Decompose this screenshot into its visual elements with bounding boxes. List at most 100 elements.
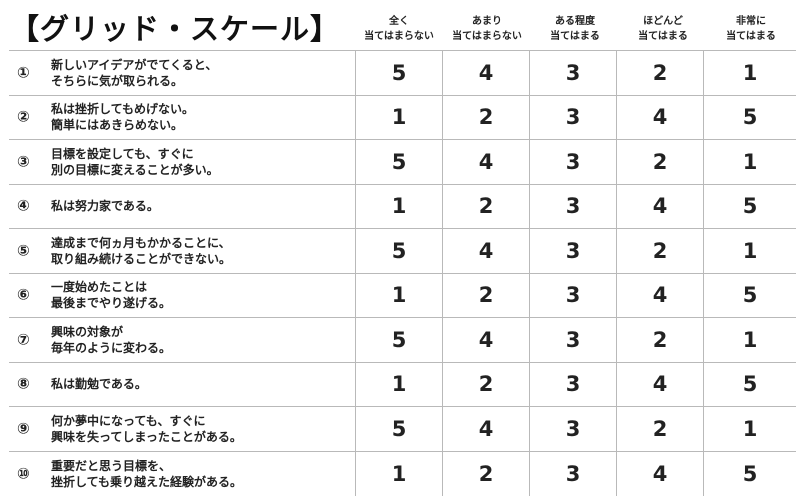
score-cell: 3: [529, 184, 616, 228]
score-cell: 3: [529, 273, 616, 317]
score-cell: 4: [442, 51, 529, 95]
row-number: ⑧: [17, 374, 30, 393]
column-header-line1: ある程度: [555, 16, 595, 27]
score-cell: 5: [355, 51, 442, 95]
score-cell: 3: [529, 51, 616, 95]
statement-line2: そちらに気が取られる。: [51, 73, 184, 88]
score-cell: 3: [529, 362, 616, 406]
score-cell: 1: [355, 451, 442, 496]
column-header-line1: あまり: [472, 16, 502, 27]
score-cell: 3: [529, 140, 616, 184]
statement-line2: 最後までやり遂げる。: [51, 296, 172, 311]
column-header-line2: 当てはまらない: [452, 31, 522, 42]
statement-text: 目標を設定しても、すぐに 別の目標に変えることが多い。: [51, 146, 219, 178]
statement-text: 一度始めたことは 最後までやり遂げる。: [51, 279, 171, 311]
score-cell: 1: [703, 407, 796, 451]
table-row: ② 私は挫折してもめげない。 簡単にはあきらめない。 1 2 3 4 5: [9, 95, 796, 140]
column-header-line2: 当てはまらない: [364, 31, 434, 42]
statement-line1: 目標を設定しても、すぐに: [51, 146, 194, 161]
score-cell: 4: [616, 184, 703, 228]
row-number: ⑦: [17, 330, 30, 349]
row-number: ⑥: [17, 285, 30, 304]
row-number: ⑤: [17, 241, 30, 260]
statement-line1: 重要だと思う目標を、: [51, 458, 172, 473]
score-cell: 5: [355, 407, 442, 451]
score-cell: 4: [616, 95, 703, 139]
table-row: ⑧ 私は勤勉である。 1 2 3 4 5: [9, 362, 796, 407]
score-cell: 2: [442, 451, 529, 496]
score-cell: 5: [355, 318, 442, 362]
score-cell: 5: [355, 229, 442, 273]
table-row: ⑨ 何か夢中になっても、すぐに 興味を失ってしまったことがある。 5 4 3 2 1: [9, 407, 796, 452]
score-cell: 1: [703, 229, 796, 273]
score-cell: 4: [442, 229, 529, 273]
score-cell: 1: [703, 318, 796, 362]
score-cell: 4: [442, 140, 529, 184]
score-cell: 5: [703, 273, 796, 317]
scale-table: ① 新しいアイデアがでてくると、 そちらに気が取られる。 5 4 3 2 1 ② 私は挫折してもめ…: [9, 50, 796, 496]
statement-line2: 興味を失ってしまったことがある。: [51, 429, 242, 444]
score-cell: 1: [703, 51, 796, 95]
score-cell: 2: [442, 184, 529, 228]
score-cell: 1: [355, 273, 442, 317]
statement-line2: 簡単にはあきらめない。: [51, 118, 184, 133]
statement-line2: 取り組み続けることができない。: [51, 251, 232, 266]
score-cell: 3: [529, 407, 616, 451]
score-cell: 3: [529, 95, 616, 139]
column-header-line2: 当てはまる: [550, 31, 600, 42]
column-header-5: 非常に 当てはまる: [707, 14, 795, 44]
row-number: ⑩: [17, 464, 30, 483]
statement-text: 重要だと思う目標を、 挫折しても乗り越えた経験がある。: [51, 458, 242, 490]
page-title: 【グリッド・スケール】: [10, 12, 341, 46]
statement-line1: 興味の対象が: [51, 324, 124, 339]
score-cell: 1: [355, 362, 442, 406]
column-header-line1: 全く: [389, 16, 409, 27]
row-number: ③: [17, 152, 30, 171]
statement-line2: 毎年のように変わる。: [51, 340, 172, 355]
statement-line2: 別の目標に変えることが多い。: [51, 162, 219, 177]
statement-line1: 私は努力家である。: [51, 199, 159, 214]
score-cell: 5: [703, 95, 796, 139]
column-header-1: 全く 当てはまらない: [355, 14, 443, 44]
table-row: ⑤ 達成まで何ヵ月もかかることに、 取り組み続けることができない。 5 4 3 2 1: [9, 229, 796, 274]
statement-line2: 挫折しても乗り越えた経験がある。: [51, 474, 243, 489]
table-row: ① 新しいアイデアがでてくると、 そちらに気が取られる。 5 4 3 2 1: [9, 51, 796, 96]
score-cell: 3: [529, 451, 616, 496]
statement-text: 私は努力家である。: [51, 198, 159, 214]
score-cell: 3: [529, 229, 616, 273]
column-header-line2: 当てはまる: [638, 31, 688, 42]
statement-line1: 達成まで何ヵ月もかかることに、: [51, 235, 231, 250]
statement-text: 新しいアイデアがでてくると、 そちらに気が取られる。: [51, 57, 217, 89]
column-header-line1: 非常に: [736, 16, 766, 27]
column-header-line2: 当てはまる: [726, 31, 776, 42]
table-row: ⑦ 興味の対象が 毎年のように変わる。 5 4 3 2 1: [9, 318, 796, 363]
score-cell: 2: [616, 318, 703, 362]
column-header-line1: ほどんど: [643, 16, 683, 27]
score-cell: 1: [355, 184, 442, 228]
score-cell: 5: [703, 362, 796, 406]
score-cell: 2: [616, 407, 703, 451]
statement-line1: 私は勤勉である。: [51, 377, 147, 392]
score-cell: 5: [355, 140, 442, 184]
score-cell: 1: [703, 140, 796, 184]
statement-text: 私は勤勉である。: [51, 376, 147, 392]
score-cell: 4: [616, 362, 703, 406]
table-row: ⑥ 一度始めたことは 最後までやり遂げる。 1 2 3 4 5: [9, 273, 796, 318]
statement-line1: 私は挫折してもめげない。: [51, 102, 195, 117]
statement-text: 達成まで何ヵ月もかかることに、 取り組み続けることができない。: [51, 235, 231, 267]
score-cell: 4: [616, 273, 703, 317]
table-row: ⑩ 重要だと思う目標を、 挫折しても乗り越えた経験がある。 1 2 3 4 5: [9, 451, 796, 496]
score-cell: 4: [442, 318, 529, 362]
row-number: ②: [17, 107, 30, 126]
table-row: ③ 目標を設定しても、すぐに 別の目標に変えることが多い。 5 4 3 2 1: [9, 140, 796, 185]
statement-text: 何か夢中になっても、すぐに 興味を失ってしまったことがある。: [51, 413, 242, 445]
row-number: ④: [17, 196, 30, 215]
column-header-2: あまり 当てはまらない: [443, 14, 531, 44]
statement-text: 私は挫折してもめげない。 簡単にはあきらめない。: [51, 101, 194, 133]
row-number: ①: [17, 63, 30, 82]
score-cell: 2: [616, 229, 703, 273]
score-cell: 5: [703, 184, 796, 228]
score-cell: 2: [442, 95, 529, 139]
score-cell: 2: [616, 51, 703, 95]
table-row: ④ 私は努力家である。 1 2 3 4 5: [9, 184, 796, 229]
